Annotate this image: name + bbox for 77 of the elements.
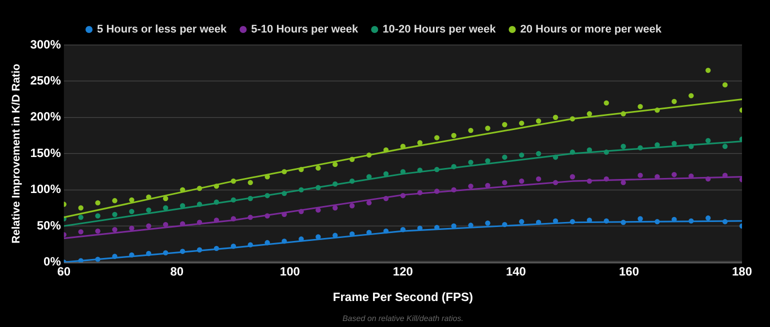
- point: [688, 93, 694, 98]
- x-tick-label: 100: [280, 264, 300, 279]
- point: [129, 226, 134, 231]
- point: [95, 200, 100, 206]
- x-tick-label: 80: [170, 264, 184, 279]
- point: [332, 205, 338, 210]
- point: [536, 151, 542, 156]
- point: [552, 114, 558, 120]
- y-tick-label: 50%: [36, 218, 62, 232]
- point: [163, 196, 168, 202]
- y-tick-label: 250%: [30, 74, 62, 88]
- point: [485, 126, 490, 131]
- legend-label: 10-20 Hours per week: [382, 24, 497, 36]
- point: [638, 216, 643, 222]
- point: [78, 214, 84, 220]
- point: [451, 132, 456, 138]
- point: [519, 219, 524, 224]
- x-tick-label: 180: [732, 264, 752, 279]
- point: [570, 174, 576, 180]
- point: [163, 205, 168, 210]
- x-axis-title: Frame Per Second (FPS): [332, 290, 473, 304]
- point: [163, 222, 168, 228]
- point: [146, 223, 152, 229]
- y-axis-title: Relative Improvement in K/D Ratio: [10, 63, 23, 244]
- point: [705, 68, 711, 73]
- point: [248, 180, 253, 186]
- point: [468, 160, 474, 165]
- point: [485, 158, 490, 164]
- point: [95, 228, 100, 234]
- point: [78, 205, 84, 210]
- legend-label: 20 Hours or more per week: [520, 24, 662, 36]
- x-tick-label: 120: [392, 264, 414, 279]
- point: [417, 140, 422, 146]
- point: [536, 118, 542, 124]
- point: [638, 172, 643, 178]
- point: [722, 82, 728, 88]
- point: [112, 227, 118, 232]
- point: [332, 162, 338, 168]
- x-tick-label: 140: [506, 264, 526, 279]
- point: [95, 213, 100, 218]
- point: [722, 144, 728, 149]
- point: [468, 184, 474, 189]
- point: [468, 128, 474, 134]
- point: [78, 229, 84, 234]
- point: [705, 215, 711, 221]
- legend-label: 5-10 Hours per week: [251, 24, 360, 36]
- point: [366, 200, 372, 206]
- x-tick-label: 160: [618, 264, 640, 279]
- y-tick-label: 300%: [30, 37, 62, 52]
- y-tick-label: 200%: [30, 110, 62, 124]
- point: [502, 180, 508, 186]
- point: [112, 198, 118, 204]
- point: [112, 212, 118, 218]
- point: [129, 208, 134, 214]
- y-tick-label: 150%: [30, 146, 62, 160]
- point: [638, 104, 643, 110]
- point: [485, 220, 490, 226]
- text: Based on relative Kill/death ratios.: [342, 314, 464, 324]
- point: [604, 100, 609, 106]
- point: [519, 120, 524, 126]
- point: [519, 178, 524, 184]
- point: [586, 111, 592, 116]
- point: [146, 207, 152, 213]
- point: [502, 154, 508, 160]
- point: [705, 138, 711, 144]
- x-tick-label: 60: [57, 264, 71, 279]
- point: [316, 165, 321, 171]
- legend-label: 5 Hours or less per week: [97, 24, 228, 36]
- point: [519, 152, 524, 158]
- point: [434, 135, 440, 140]
- point: [502, 122, 508, 128]
- point: [536, 176, 542, 182]
- point: [349, 203, 355, 208]
- point: [672, 172, 677, 178]
- point: [620, 144, 626, 149]
- point: [672, 98, 677, 104]
- y-tick-label: 100%: [30, 182, 62, 196]
